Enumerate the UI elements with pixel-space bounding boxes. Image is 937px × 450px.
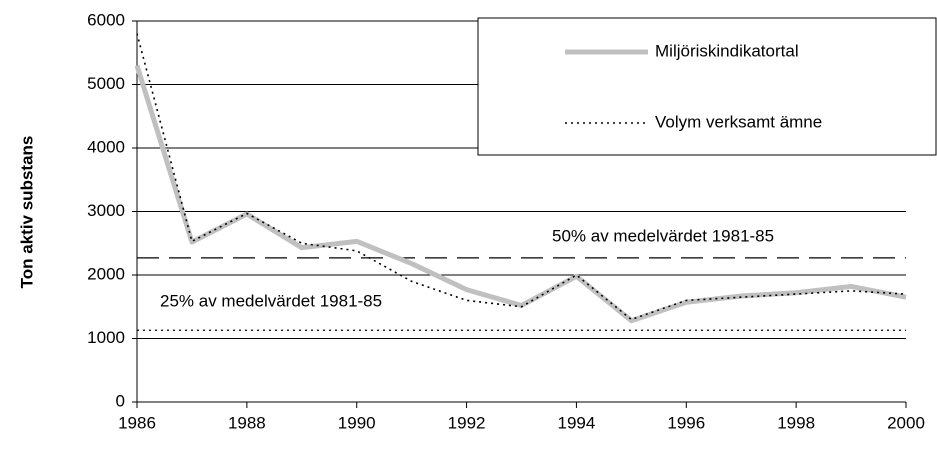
x-tick-label: 1986 — [118, 413, 156, 432]
x-tick-label: 1992 — [448, 413, 486, 432]
x-tick-label: 1994 — [558, 413, 596, 432]
series-line — [134, 64, 907, 324]
legend-box — [477, 17, 937, 156]
x-tick-label: 2000 — [887, 413, 925, 432]
y-tick-label: 5000 — [87, 74, 125, 93]
reference-label: 50% av medelvärdet 1981-85 — [552, 226, 774, 245]
x-tick-label: 1996 — [667, 413, 705, 432]
y-tick-label: 3000 — [87, 201, 125, 220]
y-tick-label: 4000 — [87, 137, 125, 156]
x-tick-label: 1998 — [777, 413, 815, 432]
reference-label: 25% av medelvärdet 1981-85 — [160, 291, 382, 310]
y-tick-label: 2000 — [87, 264, 125, 283]
legend-label: Miljöriskindikatortal — [655, 41, 799, 60]
y-axis-label: Ton aktiv substans — [17, 136, 36, 289]
series-line — [136, 33, 907, 321]
legend-label: Volym verksamt ämne — [655, 112, 822, 131]
y-tick-label: 0 — [116, 391, 125, 410]
y-tick-label: 6000 — [87, 10, 125, 29]
x-tick-label: 1990 — [338, 413, 376, 432]
x-tick-label: 1988 — [228, 413, 266, 432]
y-tick-label: 1000 — [87, 328, 125, 347]
